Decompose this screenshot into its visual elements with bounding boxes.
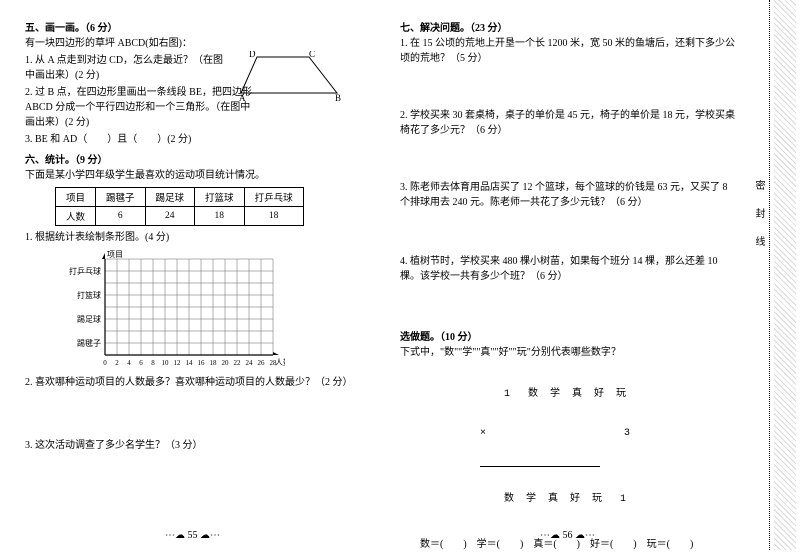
th: 项目 bbox=[56, 188, 96, 207]
trapezoid-figure: A B C D bbox=[237, 51, 342, 103]
section-7-title: 七、解决问题。（23 分） bbox=[400, 19, 735, 34]
bonus-intro: 下式中，"数""学""真""好""玩"分别代表哪些数字？ bbox=[400, 345, 735, 360]
q6-2: 2. 喜欢哪种运动项目的人数最多？喜欢哪种运动项目的人数最少？（2 分） bbox=[25, 375, 360, 390]
q5-1: 1. 从 A 点走到对边 CD，怎么走最近？（在图中画出来）(2 分) bbox=[25, 53, 225, 83]
section-6-title: 六、统计。（9 分） bbox=[25, 151, 360, 166]
q6-1: 1. 根据统计表绘制条形图。(4 分) bbox=[25, 230, 360, 245]
label-a: A bbox=[239, 93, 246, 103]
bonus-title: 选做题。（10 分） bbox=[400, 328, 735, 343]
section-5-intro: 有一块四边形的草坪 ABCD(如右图)： bbox=[25, 36, 360, 51]
cloud-icon: ☁⋯ bbox=[200, 530, 220, 541]
svg-text:踢足球: 踢足球 bbox=[77, 314, 101, 324]
page-footer-right: ⋯☁ 56 ☁⋯ bbox=[540, 530, 595, 541]
mult-bottom: 数 学 真 好 玩 1 bbox=[480, 493, 735, 506]
svg-text:2: 2 bbox=[115, 359, 119, 367]
label-c: C bbox=[309, 51, 315, 59]
svg-text:0: 0 bbox=[103, 359, 107, 367]
hatch-margin bbox=[774, 0, 800, 550]
q5-3: 3. BE 和 AD（ ）且（ ）(2 分) bbox=[25, 132, 360, 147]
label-b: B bbox=[335, 93, 341, 103]
table-row: 人数 6 24 18 18 bbox=[56, 207, 304, 226]
page-number: 55 bbox=[188, 530, 198, 541]
svg-text:22: 22 bbox=[234, 359, 242, 367]
svg-text:26: 26 bbox=[258, 359, 266, 367]
svg-text:10: 10 bbox=[162, 359, 170, 367]
td: 24 bbox=[145, 207, 195, 226]
td: 人数 bbox=[56, 207, 96, 226]
right-column: 七、解决问题。（23 分） 1. 在 15 公顷的荒地上开垦一个长 1200 米… bbox=[390, 15, 745, 535]
seal-dotted-line bbox=[769, 0, 770, 550]
section-5-title: 五、画一画。（6 分） bbox=[25, 19, 360, 34]
cloud-icon: ⋯☁ bbox=[540, 530, 560, 541]
left-column: 五、画一画。（6 分） 有一块四边形的草坪 ABCD(如右图)： 1. 从 A … bbox=[15, 15, 370, 535]
svg-text:6: 6 bbox=[139, 359, 143, 367]
q7-1: 1. 在 15 公顷的荒地上开垦一个长 1200 米，宽 50 米的鱼塘后，还剩… bbox=[400, 36, 735, 66]
section-6-intro: 下面是某小学四年级学生最喜欢的运动项目统计情况。 bbox=[25, 168, 360, 183]
svg-text:14: 14 bbox=[186, 359, 194, 367]
q7-3: 3. 陈老师去体育用品店买了 12 个篮球，每个篮球的价钱是 63 元，又买了 … bbox=[400, 180, 735, 210]
th: 踢足球 bbox=[145, 188, 195, 207]
label-d: D bbox=[249, 51, 256, 59]
bar-chart-blank: 打乒乓球打篮球踢足球踢毽子0246810121416182022242628项目… bbox=[55, 249, 360, 369]
svg-text:20: 20 bbox=[222, 359, 230, 367]
svg-text:人数: 人数 bbox=[275, 357, 285, 367]
td: 18 bbox=[244, 207, 303, 226]
q7-4: 4. 植树节时，学校买来 480 棵小树苗，如果每个班分 14 棵，那么还差 1… bbox=[400, 254, 735, 284]
td: 18 bbox=[195, 207, 245, 226]
svg-text:12: 12 bbox=[174, 359, 182, 367]
mult-top: 1 数 学 真 好 玩 bbox=[480, 388, 735, 401]
svg-text:打篮球: 打篮球 bbox=[77, 290, 101, 300]
q5-2: 2. 过 B 点，在四边形里画出一条线段 BE，把四边形 ABCD 分成一个平行… bbox=[25, 85, 255, 130]
svg-text:项目: 项目 bbox=[107, 250, 123, 259]
th: 打篮球 bbox=[195, 188, 245, 207]
cloud-icon: ☁⋯ bbox=[575, 530, 595, 541]
svg-text:18: 18 bbox=[210, 359, 218, 367]
svg-text:8: 8 bbox=[151, 359, 155, 367]
svg-text:24: 24 bbox=[246, 359, 254, 367]
mult-times: × 3 bbox=[480, 427, 735, 440]
q6-3: 3. 这次活动调查了多少名学生？（3 分） bbox=[25, 438, 360, 453]
seal-text: 密封线 bbox=[751, 180, 766, 264]
svg-text:16: 16 bbox=[198, 359, 206, 367]
svg-text:踢毽子: 踢毽子 bbox=[77, 338, 101, 348]
td: 6 bbox=[96, 207, 146, 226]
table-row: 项目 踢毽子 踢足球 打篮球 打乒乓球 bbox=[56, 188, 304, 207]
q7-2: 2. 学校买来 30 套桌椅，桌子的单价是 45 元，椅子的单价是 18 元，学… bbox=[400, 108, 735, 138]
th: 踢毽子 bbox=[96, 188, 146, 207]
stats-table: 项目 踢毽子 踢足球 打篮球 打乒乓球 人数 6 24 18 18 bbox=[55, 187, 304, 226]
page-number: 56 bbox=[563, 530, 573, 541]
multiplication-puzzle: 1 数 学 真 好 玩 × 3 数 学 真 好 玩 1 bbox=[480, 362, 735, 532]
svg-text:打乒乓球: 打乒乓球 bbox=[69, 266, 101, 276]
page-footer-left: ⋯☁ 55 ☁⋯ bbox=[165, 530, 220, 541]
svg-text:4: 4 bbox=[127, 359, 131, 367]
th: 打乒乓球 bbox=[244, 188, 303, 207]
cloud-icon: ⋯☁ bbox=[165, 530, 185, 541]
mult-rule bbox=[480, 466, 600, 467]
